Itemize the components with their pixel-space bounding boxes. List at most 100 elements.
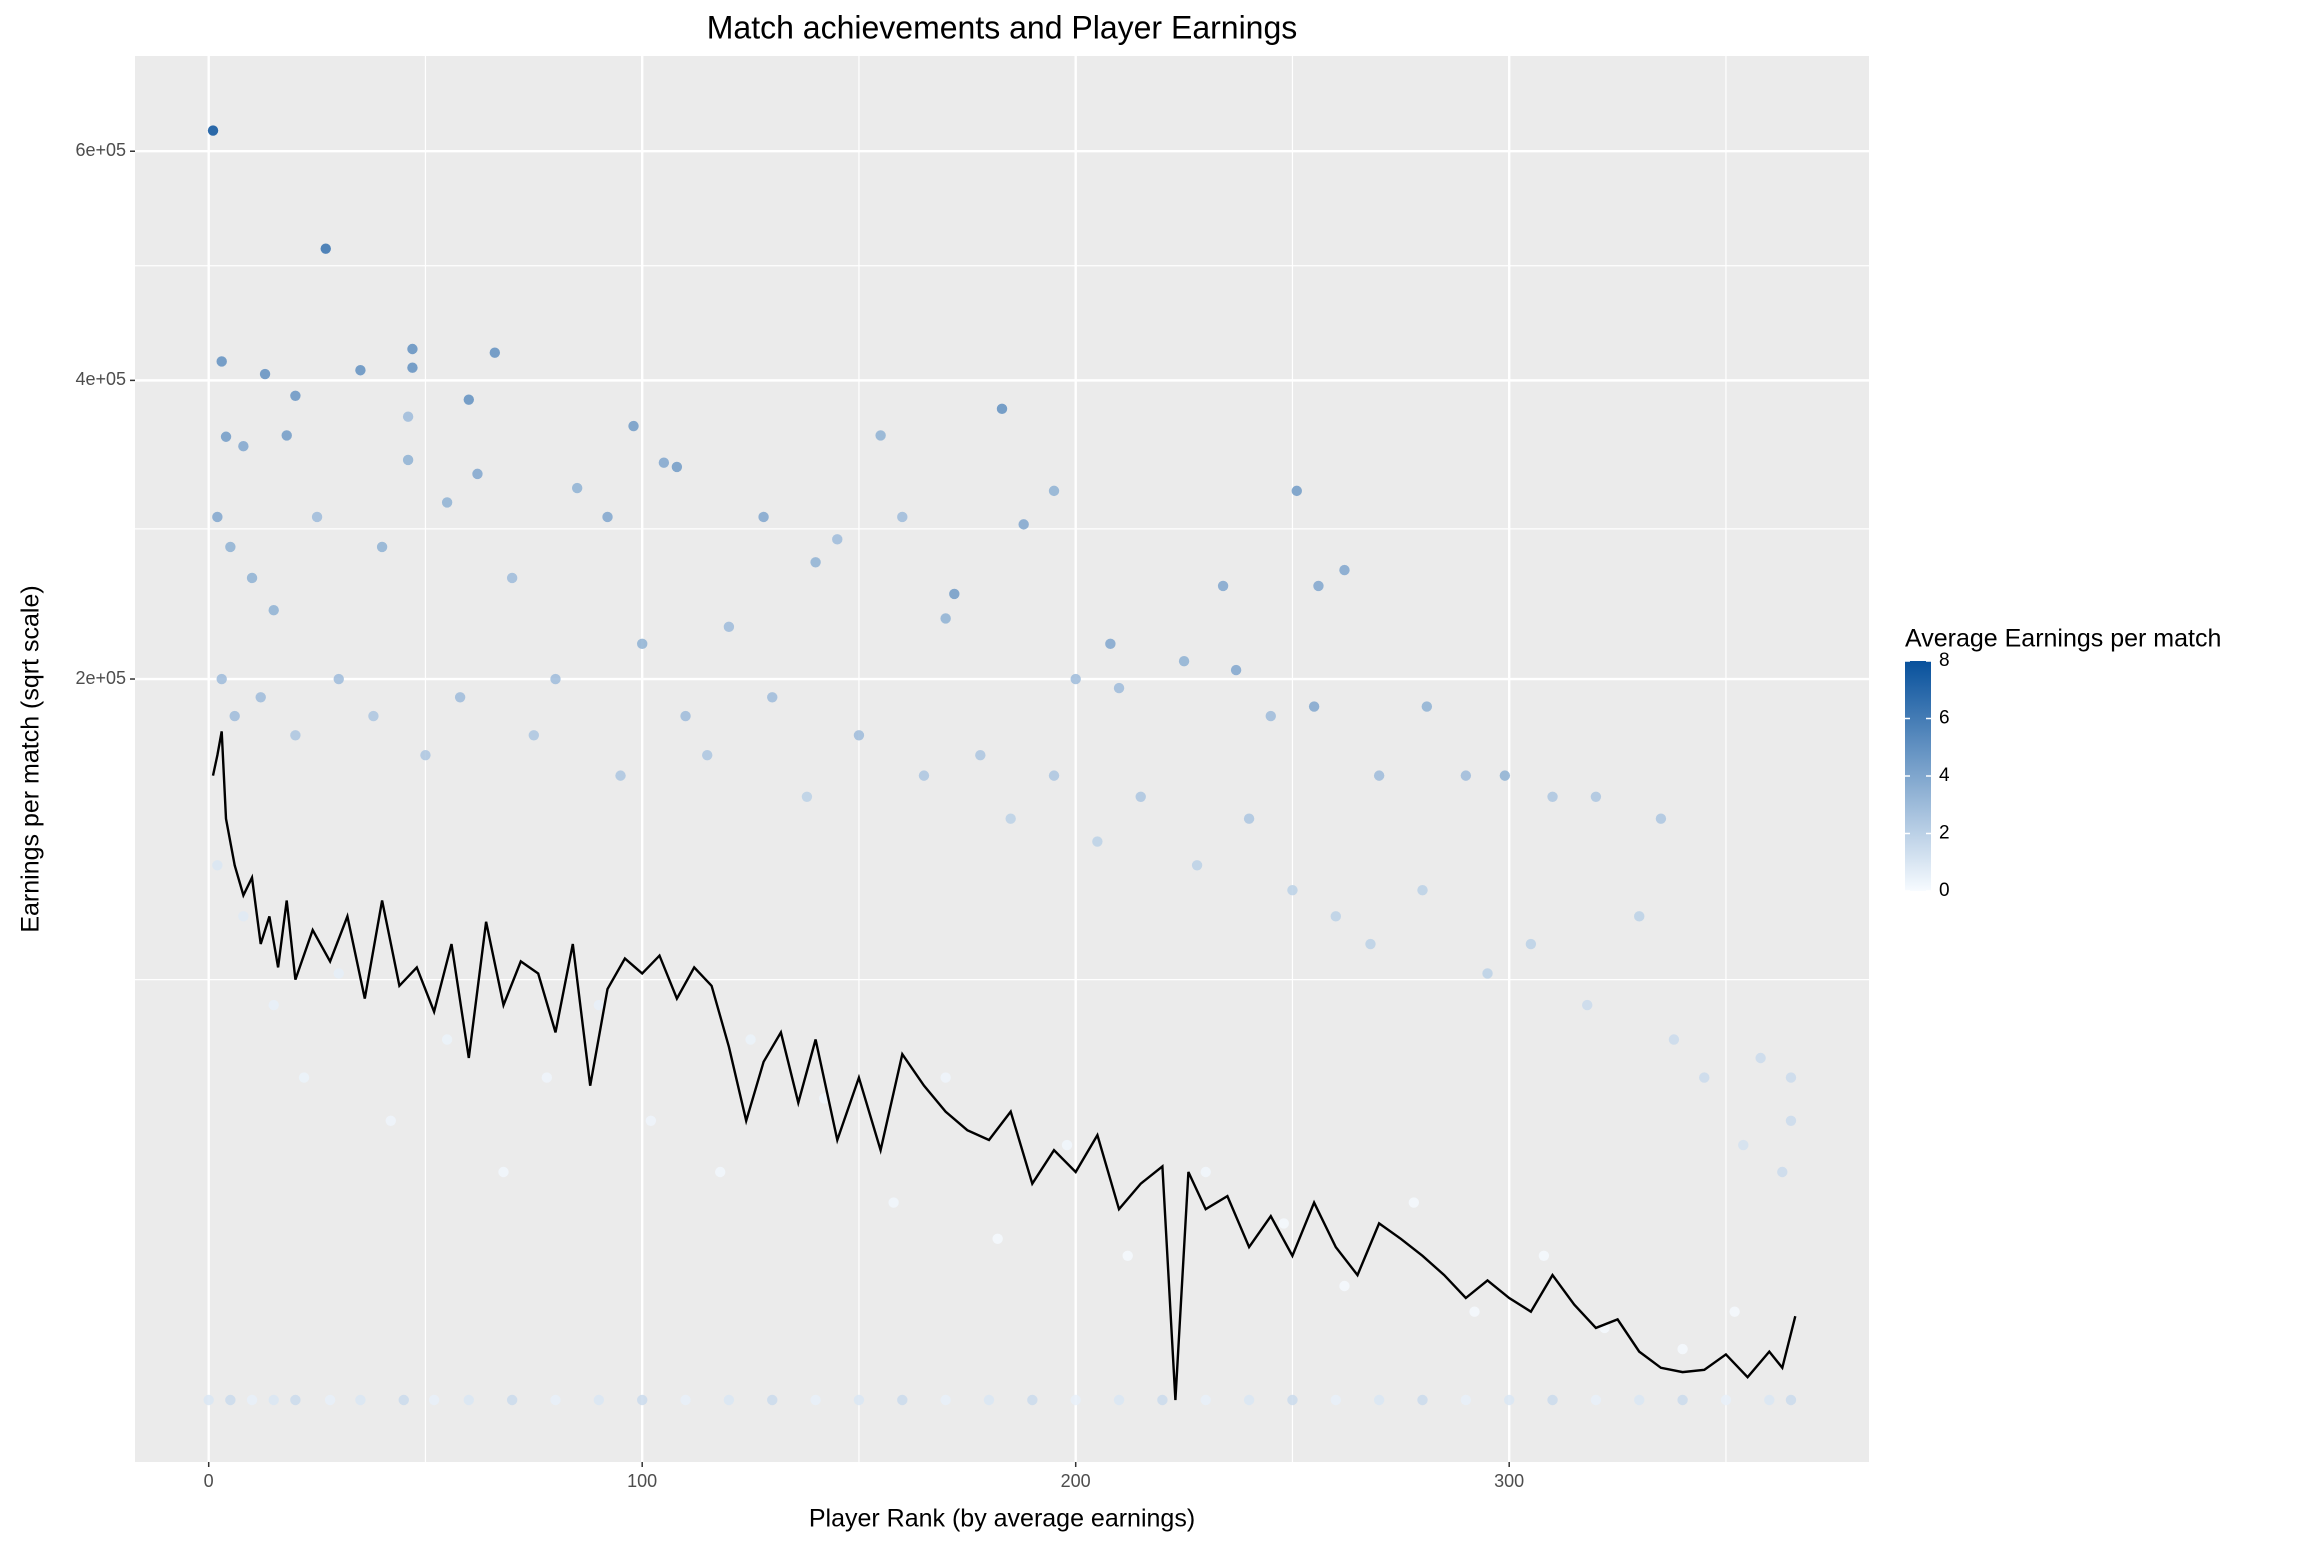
- point: [853, 730, 865, 741]
- point: [368, 710, 379, 722]
- point: [875, 430, 886, 441]
- point: [333, 673, 344, 685]
- x-tick-label: 100: [627, 1471, 657, 1491]
- x-tick-label: 300: [1494, 1471, 1524, 1491]
- point: [1200, 1394, 1211, 1406]
- point: [1590, 791, 1602, 802]
- point: [1785, 1072, 1797, 1083]
- point: [220, 431, 232, 442]
- point: [1178, 656, 1190, 667]
- point: [949, 588, 960, 600]
- point: [767, 1394, 778, 1406]
- point: [407, 343, 418, 355]
- point: [1048, 770, 1060, 781]
- point: [207, 125, 219, 136]
- point: [1503, 1394, 1515, 1406]
- x-axis-title: Player Rank (by average earnings): [809, 1505, 1195, 1533]
- point: [940, 1072, 951, 1083]
- point: [658, 457, 670, 468]
- point: [1330, 911, 1341, 922]
- point: [441, 1034, 453, 1045]
- point: [810, 1394, 821, 1406]
- point: [506, 1394, 518, 1406]
- point: [975, 749, 986, 761]
- point: [472, 468, 483, 480]
- point: [463, 1394, 474, 1406]
- point: [888, 1197, 899, 1208]
- point: [602, 511, 613, 523]
- point: [1105, 638, 1116, 650]
- point: [216, 673, 227, 685]
- point: [645, 1115, 657, 1126]
- points: [203, 125, 1797, 1406]
- point: [801, 791, 813, 802]
- point: [940, 613, 951, 624]
- point: [1655, 813, 1667, 824]
- point: [1525, 938, 1537, 950]
- point: [1265, 710, 1276, 722]
- point: [636, 1394, 648, 1406]
- point: [571, 482, 583, 494]
- point: [810, 557, 821, 568]
- chart-title: Match achievements and Player Earnings: [707, 9, 1298, 45]
- legend-title: Average Earnings per match: [1905, 625, 2221, 653]
- point: [420, 749, 431, 761]
- point: [225, 541, 236, 553]
- point: [229, 710, 240, 722]
- point: [1785, 1115, 1797, 1126]
- point: [1421, 701, 1433, 712]
- point: [1777, 1166, 1788, 1178]
- point: [1122, 1250, 1133, 1262]
- point: [1460, 770, 1472, 781]
- point: [311, 511, 323, 523]
- point: [1287, 884, 1298, 896]
- point: [1243, 1394, 1255, 1406]
- point: [628, 420, 639, 432]
- point: [489, 347, 501, 358]
- point: [441, 497, 453, 508]
- point: [723, 1394, 735, 1406]
- point: [983, 1394, 995, 1406]
- point: [1582, 999, 1593, 1011]
- point: [1720, 1394, 1732, 1406]
- point: [550, 1394, 561, 1406]
- point: [246, 1394, 258, 1406]
- point: [1061, 1139, 1073, 1151]
- point: [238, 441, 249, 452]
- point: [1070, 1394, 1081, 1406]
- legend-label: 0: [1939, 880, 1950, 901]
- point: [550, 673, 561, 685]
- point: [1313, 580, 1324, 592]
- point: [702, 749, 713, 761]
- point: [1230, 664, 1242, 676]
- point: [1157, 1394, 1168, 1406]
- point: [1373, 1394, 1385, 1406]
- point: [615, 770, 626, 781]
- point: [1417, 1394, 1428, 1406]
- point: [290, 1394, 301, 1406]
- point: [715, 1166, 726, 1178]
- panel-background: [135, 56, 1869, 1462]
- point: [225, 1394, 236, 1406]
- point: [528, 730, 540, 741]
- point: [1634, 1394, 1645, 1406]
- point: [1482, 968, 1493, 979]
- point: [723, 621, 735, 633]
- legend-label: 6: [1939, 708, 1950, 729]
- point: [246, 572, 258, 584]
- point: [376, 541, 388, 553]
- point: [1460, 1394, 1472, 1406]
- point: [428, 1394, 440, 1406]
- point: [1365, 938, 1376, 950]
- point: [1092, 836, 1103, 847]
- point: [1538, 1250, 1550, 1262]
- point: [767, 692, 778, 703]
- point: [1330, 1394, 1341, 1406]
- point: [1547, 1394, 1558, 1406]
- point: [1738, 1139, 1749, 1151]
- point: [212, 860, 223, 871]
- point: [290, 390, 301, 401]
- point: [636, 638, 648, 650]
- point: [1408, 1197, 1420, 1208]
